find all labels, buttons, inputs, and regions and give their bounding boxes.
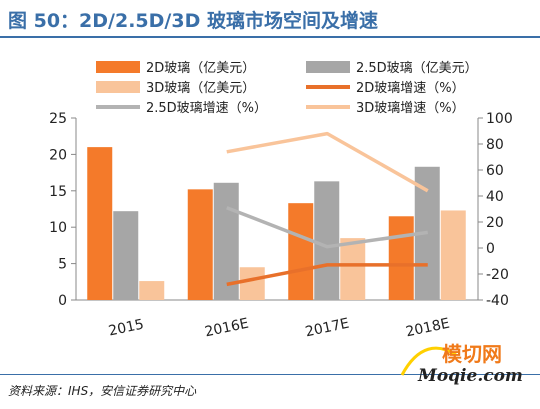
bar bbox=[288, 203, 314, 300]
bar bbox=[239, 267, 265, 300]
x-tick-label: 2017E bbox=[304, 316, 351, 341]
x-tick-label: 2015 bbox=[107, 316, 145, 339]
legend-swatch bbox=[306, 61, 350, 73]
left-tick-label: 25 bbox=[49, 111, 67, 127]
legend-swatch bbox=[96, 81, 140, 93]
bar bbox=[340, 238, 366, 300]
series-line bbox=[226, 206, 428, 249]
chart: 2D玻璃（亿美元） 2.5D玻璃（亿美元） 3D玻璃（亿美元） 2D玻璃增速（%） 2.… bbox=[49, 61, 513, 341]
legend-label: 2D玻璃（亿美元） bbox=[146, 61, 255, 76]
right-tick-label: 80 bbox=[486, 137, 504, 153]
bar bbox=[213, 182, 239, 300]
series-line bbox=[226, 131, 429, 193]
watermark-sub: Moqie.com bbox=[417, 366, 523, 386]
left-tick-label: 20 bbox=[49, 147, 67, 163]
source-note: 资料来源：IHS，安信证券研究中心 bbox=[8, 384, 197, 398]
legend-label: 2D玻璃增速（%） bbox=[356, 81, 465, 96]
series-line bbox=[226, 263, 428, 287]
bar bbox=[440, 210, 466, 300]
legend-label: 3D玻璃（亿美元） bbox=[146, 81, 255, 96]
left-tick-label: 10 bbox=[49, 220, 67, 236]
bar bbox=[388, 216, 414, 300]
x-tick-label: 2016E bbox=[203, 316, 250, 341]
right-tick-label: 0 bbox=[486, 241, 495, 257]
watermark-logo: 模切网 Moqie.com bbox=[400, 342, 523, 386]
left-tick-label: 15 bbox=[49, 184, 67, 200]
watermark-swoosh bbox=[400, 346, 457, 376]
legend: 2D玻璃（亿美元） 2.5D玻璃（亿美元） 3D玻璃（亿美元） 2D玻璃增速（%） 2.… bbox=[96, 61, 478, 116]
title-divider bbox=[0, 36, 540, 38]
right-tick-label: -20 bbox=[486, 267, 509, 283]
legend-swatch bbox=[96, 61, 140, 73]
right-tick-label: 20 bbox=[486, 215, 504, 231]
legend-label: 3D玻璃增速（%） bbox=[356, 101, 465, 116]
lines bbox=[226, 131, 429, 287]
left-tick-label: 5 bbox=[58, 257, 67, 273]
bar bbox=[139, 281, 165, 300]
source-divider bbox=[0, 374, 540, 375]
legend-label: 2.5D玻璃（亿美元） bbox=[356, 61, 478, 76]
bar bbox=[187, 189, 213, 300]
bar bbox=[314, 181, 340, 300]
right-tick-label: -40 bbox=[486, 293, 509, 309]
chart-title: 图 50：2D/2.5D/3D 玻璃市场空间及增速 bbox=[8, 10, 378, 32]
right-tick-label: 100 bbox=[486, 111, 513, 127]
right-tick-label: 60 bbox=[486, 163, 504, 179]
watermark-main: 模切网 bbox=[442, 342, 502, 366]
left-tick-label: 0 bbox=[58, 293, 67, 309]
bar bbox=[113, 211, 139, 300]
bars bbox=[87, 147, 466, 300]
legend-label: 2.5D玻璃增速（%） bbox=[146, 101, 267, 116]
bar bbox=[87, 147, 113, 300]
right-tick-label: 40 bbox=[486, 189, 504, 205]
